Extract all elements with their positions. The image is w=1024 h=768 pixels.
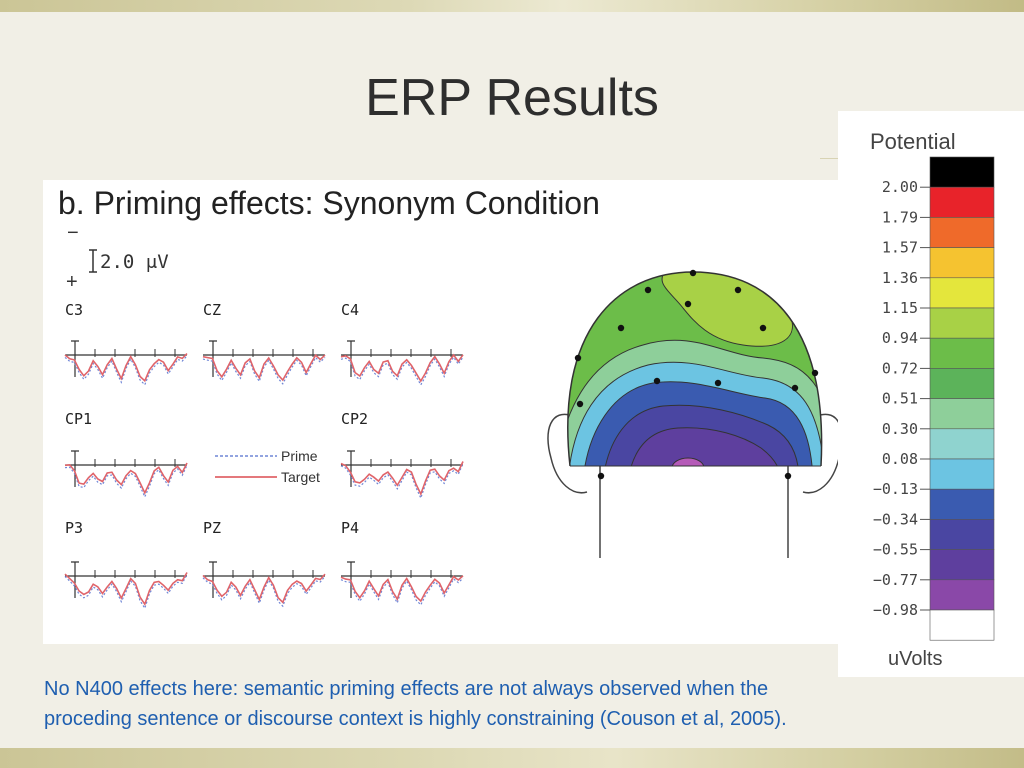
colorbar-swatch bbox=[929, 579, 995, 611]
colorbar-tick-label: 0.94 bbox=[882, 329, 918, 347]
bottom-decorative-band bbox=[0, 748, 1024, 768]
erp-figure: b. Priming effects: Synonym Condition − … bbox=[43, 180, 843, 644]
colorbar-swatch bbox=[929, 428, 995, 460]
colorbar-tick-label: 2.00 bbox=[882, 178, 918, 196]
electrode-label-p3: P3 bbox=[65, 519, 83, 537]
prime-trace bbox=[202, 575, 326, 608]
colorbar-swatch bbox=[929, 307, 995, 339]
colorbar-tick-label: 0.72 bbox=[882, 359, 918, 377]
colorbar-tick-label: −0.77 bbox=[873, 571, 918, 589]
electrode-label-pz: PZ bbox=[203, 519, 221, 537]
prime-trace bbox=[64, 465, 188, 499]
slide-title: ERP Results bbox=[365, 69, 659, 127]
target-trace bbox=[340, 461, 464, 497]
scale-bar-icon bbox=[89, 249, 97, 273]
scale-plus-sign: + bbox=[66, 271, 78, 293]
colorbar-tick-label: 0.08 bbox=[882, 450, 918, 468]
target-trace bbox=[202, 353, 326, 382]
waveform-p3 bbox=[64, 561, 188, 610]
electrode-label-p4: P4 bbox=[341, 519, 359, 537]
waveform-cp1 bbox=[64, 450, 188, 499]
colorbar-swatch bbox=[929, 609, 995, 641]
electrode-label-c3: C3 bbox=[65, 301, 83, 319]
target-trace bbox=[340, 353, 464, 383]
electrode-label-c4: C4 bbox=[341, 301, 359, 319]
waveform-voltage-axis bbox=[71, 561, 79, 598]
colorbar-tick-label: 1.79 bbox=[882, 208, 918, 226]
prime-trace bbox=[202, 356, 326, 385]
waveform-cz bbox=[202, 340, 326, 385]
colorbar-swatch bbox=[929, 277, 995, 309]
colorbar-tick-label: 1.36 bbox=[882, 269, 918, 287]
waveform-pz bbox=[202, 561, 326, 608]
colorbar-tick-label: 1.15 bbox=[882, 299, 918, 317]
target-trace bbox=[64, 462, 188, 495]
colorbar-swatch bbox=[929, 398, 995, 430]
waveform-c3 bbox=[64, 340, 188, 386]
waveform-voltage-axis bbox=[209, 561, 217, 598]
electrode-label-cp1: CP1 bbox=[65, 410, 92, 428]
waveform-cp2 bbox=[340, 450, 464, 500]
colorbar-swatches bbox=[929, 156, 995, 641]
electrode-dots bbox=[574, 269, 819, 480]
colorbar-title: Potential bbox=[870, 129, 956, 154]
waveform-p4 bbox=[340, 561, 464, 606]
target-trace bbox=[64, 353, 188, 383]
colorbar-tick-label: −0.98 bbox=[873, 601, 918, 619]
left-ear-icon bbox=[547, 413, 588, 494]
prime-legend-label: Prime bbox=[281, 448, 318, 464]
target-trace bbox=[202, 573, 326, 604]
colorbar-unit: uVolts bbox=[888, 648, 942, 670]
colorbar-ticks: 2.00 1.79 1.57 1.36 1.15 0.94 0.72 0.51 0.30 0.08… bbox=[873, 178, 930, 619]
colorbar-swatch bbox=[929, 217, 995, 248]
colorbar-swatch bbox=[929, 247, 995, 279]
colorbar-swatch bbox=[929, 337, 995, 369]
prime-trace bbox=[340, 356, 464, 387]
colorbar-swatch bbox=[929, 549, 995, 581]
electrode-label-cp2: CP2 bbox=[341, 410, 368, 428]
colorbar-swatch bbox=[929, 156, 995, 188]
waveform-voltage-axis bbox=[71, 340, 79, 377]
colorbar-swatch bbox=[929, 186, 995, 218]
prime-trace bbox=[64, 574, 188, 610]
colorbar-svg: Potential 2.00 1.79 1.57 1.36 1.15 0.94 0.72 0.… bbox=[870, 129, 995, 670]
erp-figure-svg: b. Priming effects: Synonym Condition − … bbox=[58, 185, 843, 610]
colorbar-swatch bbox=[929, 519, 995, 550]
waveform-voltage-axis bbox=[71, 450, 79, 487]
series-legend: Prime Target bbox=[215, 448, 320, 485]
head-topography-map bbox=[547, 269, 843, 558]
slide-caption: No N400 effects here: semantic priming e… bbox=[44, 674, 984, 734]
target-trace bbox=[340, 575, 464, 603]
colorbar-tick-label: 0.51 bbox=[882, 390, 918, 408]
caption-line-1: No N400 effects here: semantic priming e… bbox=[44, 678, 769, 700]
figure-panel-title: b. Priming effects: Synonym Condition bbox=[58, 185, 600, 221]
waveform-c4 bbox=[340, 340, 464, 387]
colorbar-tick-label: 1.57 bbox=[882, 239, 918, 257]
title-rule bbox=[820, 158, 840, 159]
caption-line-2: proceding sentence or discourse context … bbox=[44, 708, 787, 730]
colorbar-tick-label: 0.30 bbox=[882, 420, 918, 438]
target-legend-label: Target bbox=[281, 469, 320, 485]
waveform-voltage-axis bbox=[347, 450, 355, 487]
prime-trace bbox=[340, 577, 464, 606]
colorbar-swatch bbox=[929, 368, 995, 399]
colorbar-swatch bbox=[929, 488, 995, 520]
colorbar-tick-label: −0.34 bbox=[873, 510, 918, 528]
scale-label: 2.0 μV bbox=[100, 251, 169, 273]
electrode-label-cz: CZ bbox=[203, 301, 221, 319]
colorbar-tick-label: −0.13 bbox=[873, 480, 918, 498]
scale-minus-sign: − bbox=[67, 222, 79, 244]
colorbar-swatch bbox=[929, 458, 995, 490]
target-trace bbox=[64, 572, 188, 606]
colorbar-tick-label: −0.55 bbox=[873, 541, 918, 559]
top-decorative-band bbox=[0, 0, 1024, 12]
potential-colorbar: Potential 2.00 1.79 1.57 1.36 1.15 0.94 0.72 0.… bbox=[838, 111, 1024, 677]
prime-trace bbox=[64, 355, 188, 386]
